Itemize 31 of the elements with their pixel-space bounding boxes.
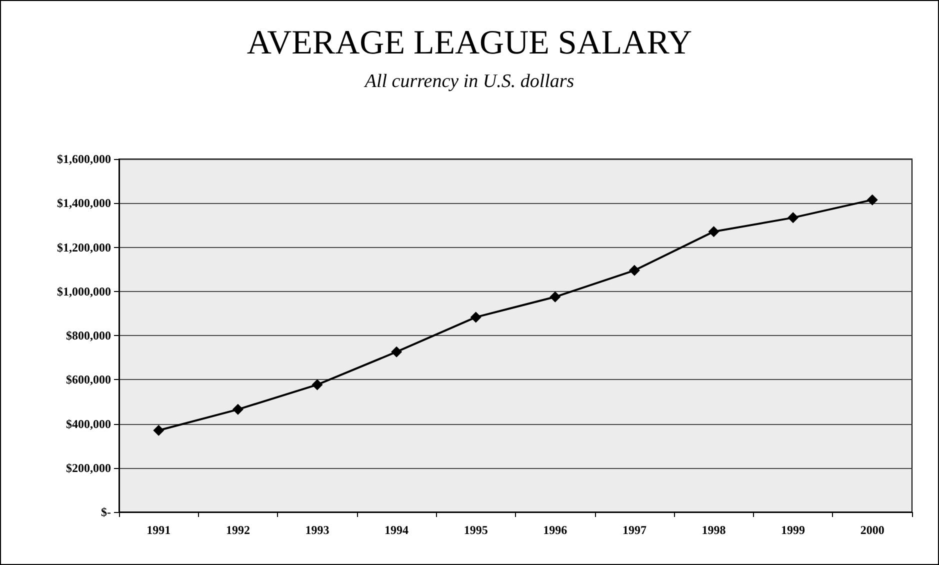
x-tick-label: 1998 <box>702 523 726 537</box>
point <box>788 212 799 224</box>
y-tick-label: $200,000 <box>66 460 111 475</box>
x-tick-label: 1995 <box>464 523 488 537</box>
y-tick-label: $1,400,000 <box>57 196 111 210</box>
point <box>312 379 323 390</box>
y-tick-label: $400,000 <box>66 416 111 431</box>
y-tick-label: $600,000 <box>66 372 111 387</box>
chart-subtitle: All currency in U.S. dollars <box>362 71 574 92</box>
x-tick-label: 1993 <box>305 523 330 537</box>
x-tick-label: 1997 <box>622 523 646 537</box>
point <box>628 264 640 276</box>
point <box>866 194 878 206</box>
x-tick-label: 2000 <box>860 523 884 537</box>
y-tick-label: $1,000,000 <box>57 284 111 298</box>
x-tick-label: 1991 <box>146 523 171 537</box>
y-tick-label: $800,000 <box>66 328 111 342</box>
y-tick-label: $- <box>101 505 111 519</box>
point <box>153 424 164 436</box>
point <box>708 226 720 238</box>
y-tick-label: $1,200,000 <box>57 240 111 254</box>
x-tick-label: 1999 <box>781 523 806 537</box>
point <box>470 312 482 323</box>
y-tick-label: $1,600,000 <box>57 152 111 166</box>
point <box>232 404 244 415</box>
x-tick-label: 1992 <box>226 523 250 537</box>
chart-title: AVERAGE LEAGUE SALARY <box>246 24 692 62</box>
x-tick-label: 1994 <box>384 523 409 537</box>
x-tick-label: 1996 <box>543 523 568 537</box>
point <box>391 346 402 358</box>
point <box>550 291 561 302</box>
